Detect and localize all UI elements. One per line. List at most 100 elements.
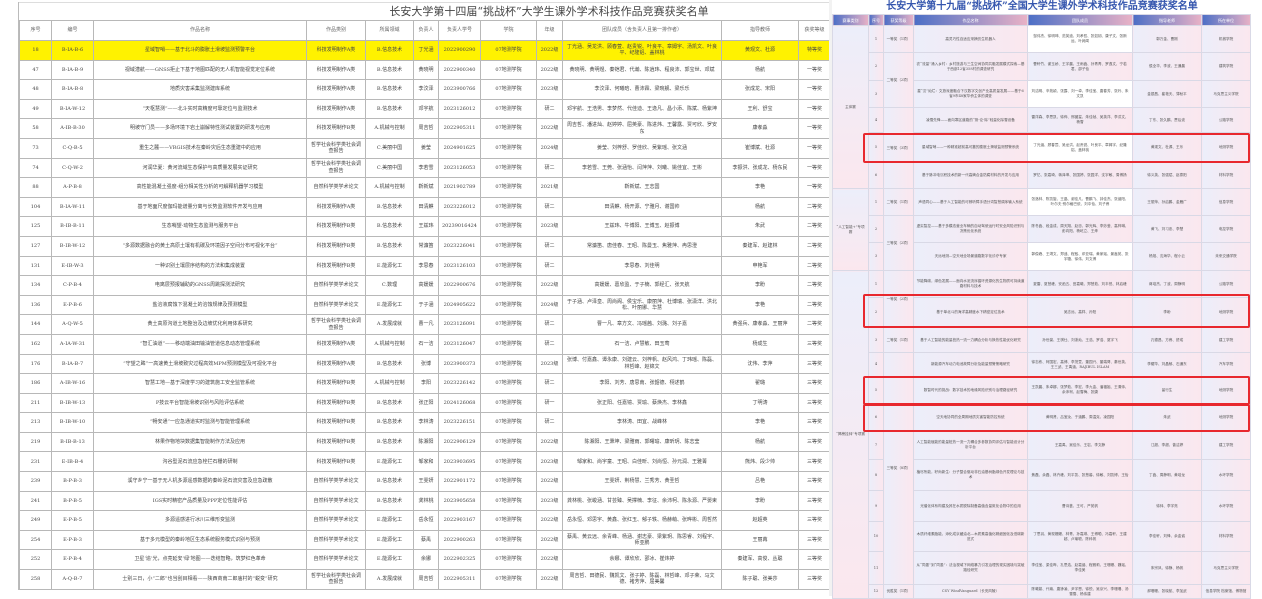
table-row: 252 E-P-B-4 卫星‘追’光，点亮延安‘绿’地图——迭结智略，筑梦红色革命自… xyxy=(19,549,831,571)
right-award-table: 赛事类别 序号 获奖等级 作品名称 团队成员 指导老师 所在单位 主体赛 1 一等奖（1项） 高灵… xyxy=(832,14,1251,599)
table-cell: “畅安通”一应急通道实时监测与智能管理系统 xyxy=(93,412,307,433)
table-cell: 陈湘阳、王秉坤、梁雅雨、郭曙瑜、康昕玥、陈志莹 xyxy=(562,431,722,453)
table-cell: 2022900340 xyxy=(438,59,481,81)
table-cell: 231 xyxy=(19,451,52,473)
award-level-cell: 二等奖（2项） xyxy=(883,52,914,108)
table-cell: 基于多元模型的秦岭地区生态系统服务模式识别与预测 xyxy=(93,529,307,551)
right-award-table-panel: 长安大学第十九届“挑战杯”全国大学生课外学术科技作品竞赛获奖名单 赛事类别 序号获… xyxy=(832,0,1252,599)
table-cell: 李盼 xyxy=(1132,297,1202,328)
table-cell: 李佳轩、刘锋、余金诚 xyxy=(1132,521,1202,552)
table-cell: 2023级 xyxy=(536,79,563,100)
table-cell: 卫星‘追’光，点亮延安‘绿’地图——迭结智略，筑梦红色革命 xyxy=(93,549,307,571)
table-cell: B-IA-W-12 xyxy=(51,98,94,120)
table-cell: 于子涵、卢泽皇、周尚阁、侯宝乐、康丽萍、杜博瑞、张潇洋、洪北松、叶丽娜、华慧 xyxy=(562,294,722,316)
table-cell: 靳新斌、王志国 xyxy=(562,177,722,198)
table-cell: B.信息技术 xyxy=(365,216,414,237)
table-cell: B-IA-B-7 xyxy=(51,353,94,375)
table-cell: 07地测学院 xyxy=(480,255,537,277)
table-cell: 07地测学院 xyxy=(480,177,537,198)
table-cell: 07地测学院 xyxy=(480,137,537,159)
table-cell: 未来交通学院 xyxy=(1201,242,1251,271)
table-cell: 李盼 xyxy=(721,490,799,512)
table-cell: 07地测学院 xyxy=(480,471,537,492)
table-cell: 三等奖 xyxy=(798,471,831,492)
table-cell: 高媛媛 xyxy=(413,275,439,296)
table-cell: 07地测学院 xyxy=(480,373,537,394)
table-cell: 王嘉禹、吴佳乐、王岩、李文静 xyxy=(1027,430,1133,460)
table-cell: E-P-B-6 xyxy=(51,294,94,316)
table-cell: 李盼 xyxy=(721,275,799,296)
column-header: 序号 xyxy=(868,14,884,26)
table-cell: B.信息技术 xyxy=(365,196,414,218)
table-cell: 地测学院 xyxy=(1201,297,1251,328)
table-cell: C.美丽中国 xyxy=(365,137,414,159)
table-row: 12 优胜奖（1项） CSY WindVanguard（长安风陵） 陈曦蔓、代瑜、唐铮… xyxy=(833,584,1251,599)
table-cell: 秦建军、赵建林 xyxy=(721,235,799,257)
table-cell: 基于单北斗的海洋高精度水下精密定位技术 xyxy=(913,297,1028,328)
table-cell: 龚林桃 xyxy=(413,490,439,512)
column-header: 年级 xyxy=(536,20,563,41)
seq-cell: 2 xyxy=(868,297,884,328)
table-cell: 徐志栋、柯国宏、高博、李茂萱、董园兴、董端哥、秦世英、王三武、王禹涵、RAJIB… xyxy=(1027,352,1133,377)
table-cell: 211 xyxy=(19,392,52,414)
table-cell: 2023905658 xyxy=(438,490,481,512)
award-level-cell: 一等奖（2项） xyxy=(883,270,914,328)
table-cell: 07地测学院 xyxy=(480,333,537,355)
table-cell: 88 xyxy=(19,177,52,198)
table-cell: 研一 xyxy=(536,392,563,414)
table-cell: B.信息技术 xyxy=(365,412,414,433)
award-level-cell: 优胜奖（1项） xyxy=(883,584,914,599)
table-cell: 沟谷型泥石流应急栓拦石栅的研制 xyxy=(93,451,307,473)
table-cell: 李艳 xyxy=(721,412,799,433)
table-cell: 信息学院 档案馆、博物馆 xyxy=(1201,584,1251,599)
table-cell: 周吉哲 xyxy=(413,569,439,590)
table-cell: 朱宗凤、徐静、杨帆 xyxy=(1132,551,1202,585)
table-cell: 136 xyxy=(19,294,52,316)
table-cell: 曹轩竹、谢玉娇、王宇晨、王雨鑫、孙青青、罗逸文、宁若君、邵子怡 xyxy=(1027,52,1133,81)
table-cell: 131 xyxy=(19,255,52,277)
table-cell: 植尽所能，籽尚新生：分子整合驱动非石油基树脂绿色开发理论与技术 xyxy=(913,459,1028,491)
table-row: 219 B-IB-B-13 林果作物地块数据集智能制作方法及应用 科技发明制作B类 B.… xyxy=(19,431,831,453)
table-cell: 一等奖 xyxy=(798,177,831,198)
table-cell: 二等奖 xyxy=(798,255,831,277)
table-cell: 丁光涵、吴龙洪、顾春萱、赵贵锐、叶良平、章姆宇、汤凯文、叶良平、纪隆铝、盖林桃 xyxy=(562,40,722,61)
table-cell: 电离层预报辅助的GNSS周跳探测法研究 xyxy=(93,275,307,296)
table-cell: B-IA-B-9 xyxy=(51,59,94,81)
table-cell: A-IB-B-30 xyxy=(51,118,94,139)
table-cell: 2023226012 xyxy=(438,196,481,218)
left-award-table-panel: 长安大学第十四届“挑战杯”大学生课外学术科技作品竞赛获奖名单 序号 编号 作品名称作… xyxy=(18,2,831,590)
table-cell: 74 xyxy=(19,157,52,179)
table-cell: 73 xyxy=(19,137,52,159)
seq-cell: 7 xyxy=(868,430,884,460)
table-cell: B-IB-W-13 xyxy=(51,392,94,414)
table-cell: 科技发明制作B类 xyxy=(306,216,366,237)
table-cell: 余娜 xyxy=(413,549,439,571)
table-cell: 二等奖 xyxy=(798,196,831,218)
table-cell: 曹一凡 xyxy=(413,314,439,335)
table-cell: 岳永恒、邓思宇、黄鑫、张红玉、郁子轶、杨赫萌、张晔彬、周哲然 xyxy=(562,510,722,531)
table-row: 18 B-IA-B-6 星域智哨——基于北斗的膨胀土滑坡监测预警平台 科技发明制作A类… xyxy=(19,40,831,61)
table-cell: 三等奖 xyxy=(798,412,831,433)
table-cell: 李汶泽、何曦晗、曹沛霖、梁琬舰、梁乐乐 xyxy=(562,79,722,100)
table-cell: 视域潜航——GNSS拒止下基于地图匹配的无人机智能视觉定位系统 xyxy=(93,59,307,81)
column-header: 编号 xyxy=(51,20,94,41)
table-cell: 智慧工地—基于深度学习的建筑施工安全监管系统 xyxy=(93,373,307,394)
table-cell: C.美丽中国 xyxy=(365,157,414,179)
table-cell: 刘洁明、辛苑颖、张露、刘一卓、李佳宝、唐春芳、张玲、朱文凯 xyxy=(1027,80,1133,108)
table-cell: 焦磊、余磊、林卉峰、刘平凯、张慧馨、徐敏、刘凯博、王怡 xyxy=(1027,459,1133,491)
table-cell: 黄晓明 xyxy=(413,59,439,81)
table-row: 3 天远地测—空天地全场景道路数字化诊疗专家 郭俊峰、王靖文、郑迪、程敖、邓亚瑞、黄… xyxy=(833,242,1251,271)
table-cell: B-IB-B-13 xyxy=(51,431,94,453)
table-cell: 孔德昌、方睿、舒成 xyxy=(1132,327,1202,353)
table-cell: 材料学院 xyxy=(1201,521,1251,552)
table-cell: 汽车学院 xyxy=(1201,352,1251,377)
table-cell: 申艳军 xyxy=(721,255,799,277)
table-cell: 李阳、刘芳、唐思南、张韶德、栩述鹤 xyxy=(562,373,722,394)
table-cell: 丁鑫、周静明、黄培龙 xyxy=(1132,459,1202,491)
table-row: 4 三等奖（3项） 凌雪先锋——面向寒区道路的“测-论-除”轻量化除雪设备 雷洋森、李… xyxy=(833,107,1251,189)
table-cell: 地测学院 xyxy=(1201,403,1251,431)
table-cell: E.能源化工 xyxy=(365,255,414,277)
table-cell: 基于人工智能的能量桩热一流一力耦合分析与换热性能优化研究 xyxy=(913,327,1028,353)
table-cell: 林果作物地块数据集智能制作方法及应用 xyxy=(93,431,307,453)
table-row: 58 A-IB-B-30 明坡守门员——多场环境下岩土崩解特性测试装置的研发与应用科… xyxy=(19,118,831,139)
